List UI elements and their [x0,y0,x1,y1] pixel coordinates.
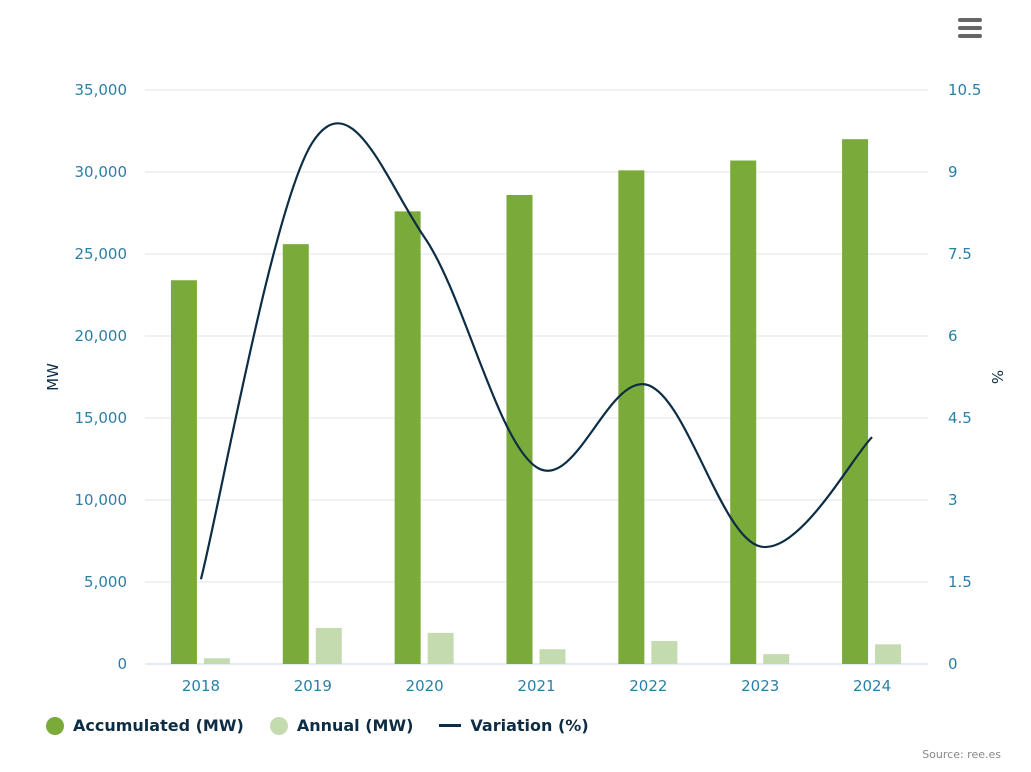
x-tick-label: 2022 [629,677,667,695]
legend-label-annual: Annual (MW) [296,716,414,735]
y-tick-label-left: 10,000 [75,491,128,509]
legend-item-variation[interactable]: Variation (%) [439,716,589,735]
legend-item-annual[interactable]: Annual (MW) [269,716,414,735]
y-tick-label-left: 0 [117,655,127,673]
y-tick-label-right: 6 [948,327,958,345]
y-tick-label-left: 25,000 [75,245,128,263]
legend-item-accumulated[interactable]: Accumulated (MW) [46,716,244,735]
y-axis-title-left: MW [44,363,62,391]
bar-annual [763,654,790,664]
legend-label-variation: Variation (%) [470,716,589,735]
y-axis-title-right: % [988,370,1006,384]
y-tick-label-left: 30,000 [75,163,128,181]
legend-swatch-annual [269,716,288,735]
bar-accumulated [282,244,309,664]
y-tick-label-right: 4.5 [948,409,972,427]
y-tick-label-left: 15,000 [75,409,128,427]
x-tick-label: 2023 [741,677,779,695]
y-tick-label-right: 0 [948,655,958,673]
x-tick-label: 2020 [406,677,444,695]
x-tick-label: 2018 [182,677,220,695]
series-line-variation [199,122,873,580]
chart-menu-icon[interactable] [958,18,986,42]
legend: Accumulated (MW) Annual (MW) Variation (… [46,716,589,735]
legend-swatch-accumulated [46,716,64,735]
bar-accumulated [842,139,869,664]
source-credit: Source: ree.es [922,748,1001,761]
bar-annual [427,632,454,664]
y-tick-label-left: 35,000 [75,81,128,99]
y-tick-label-left: 5,000 [84,573,127,591]
x-tick-label: 2019 [294,677,332,695]
bar-annual [315,627,342,664]
y-tick-label-right: 10.5 [948,81,981,99]
y-tick-label-right: 1.5 [948,573,972,591]
bar-accumulated [618,170,645,665]
legend-label-accumulated: Accumulated (MW) [73,716,244,735]
bar-annual [203,658,230,664]
legend-swatch-variation [439,724,462,727]
bar-annual [651,641,678,664]
y-tick-label-right: 7.5 [948,245,972,263]
bar-accumulated [170,280,197,664]
x-tick-label: 2021 [517,677,555,695]
y-tick-label-left: 20,000 [75,327,128,345]
bar-accumulated [394,211,421,665]
bar-annual [875,644,902,664]
bar-annual [539,649,566,664]
bar-accumulated [506,194,533,664]
chart-area: 0 5,000 10,000 15,000 20,000 25,000 30,000 35,0… [44,81,1006,695]
y-tick-label-right: 3 [948,491,958,509]
y-tick-label-right: 9 [948,163,958,181]
bar-accumulated [730,160,757,664]
x-tick-label: 2024 [853,677,891,695]
